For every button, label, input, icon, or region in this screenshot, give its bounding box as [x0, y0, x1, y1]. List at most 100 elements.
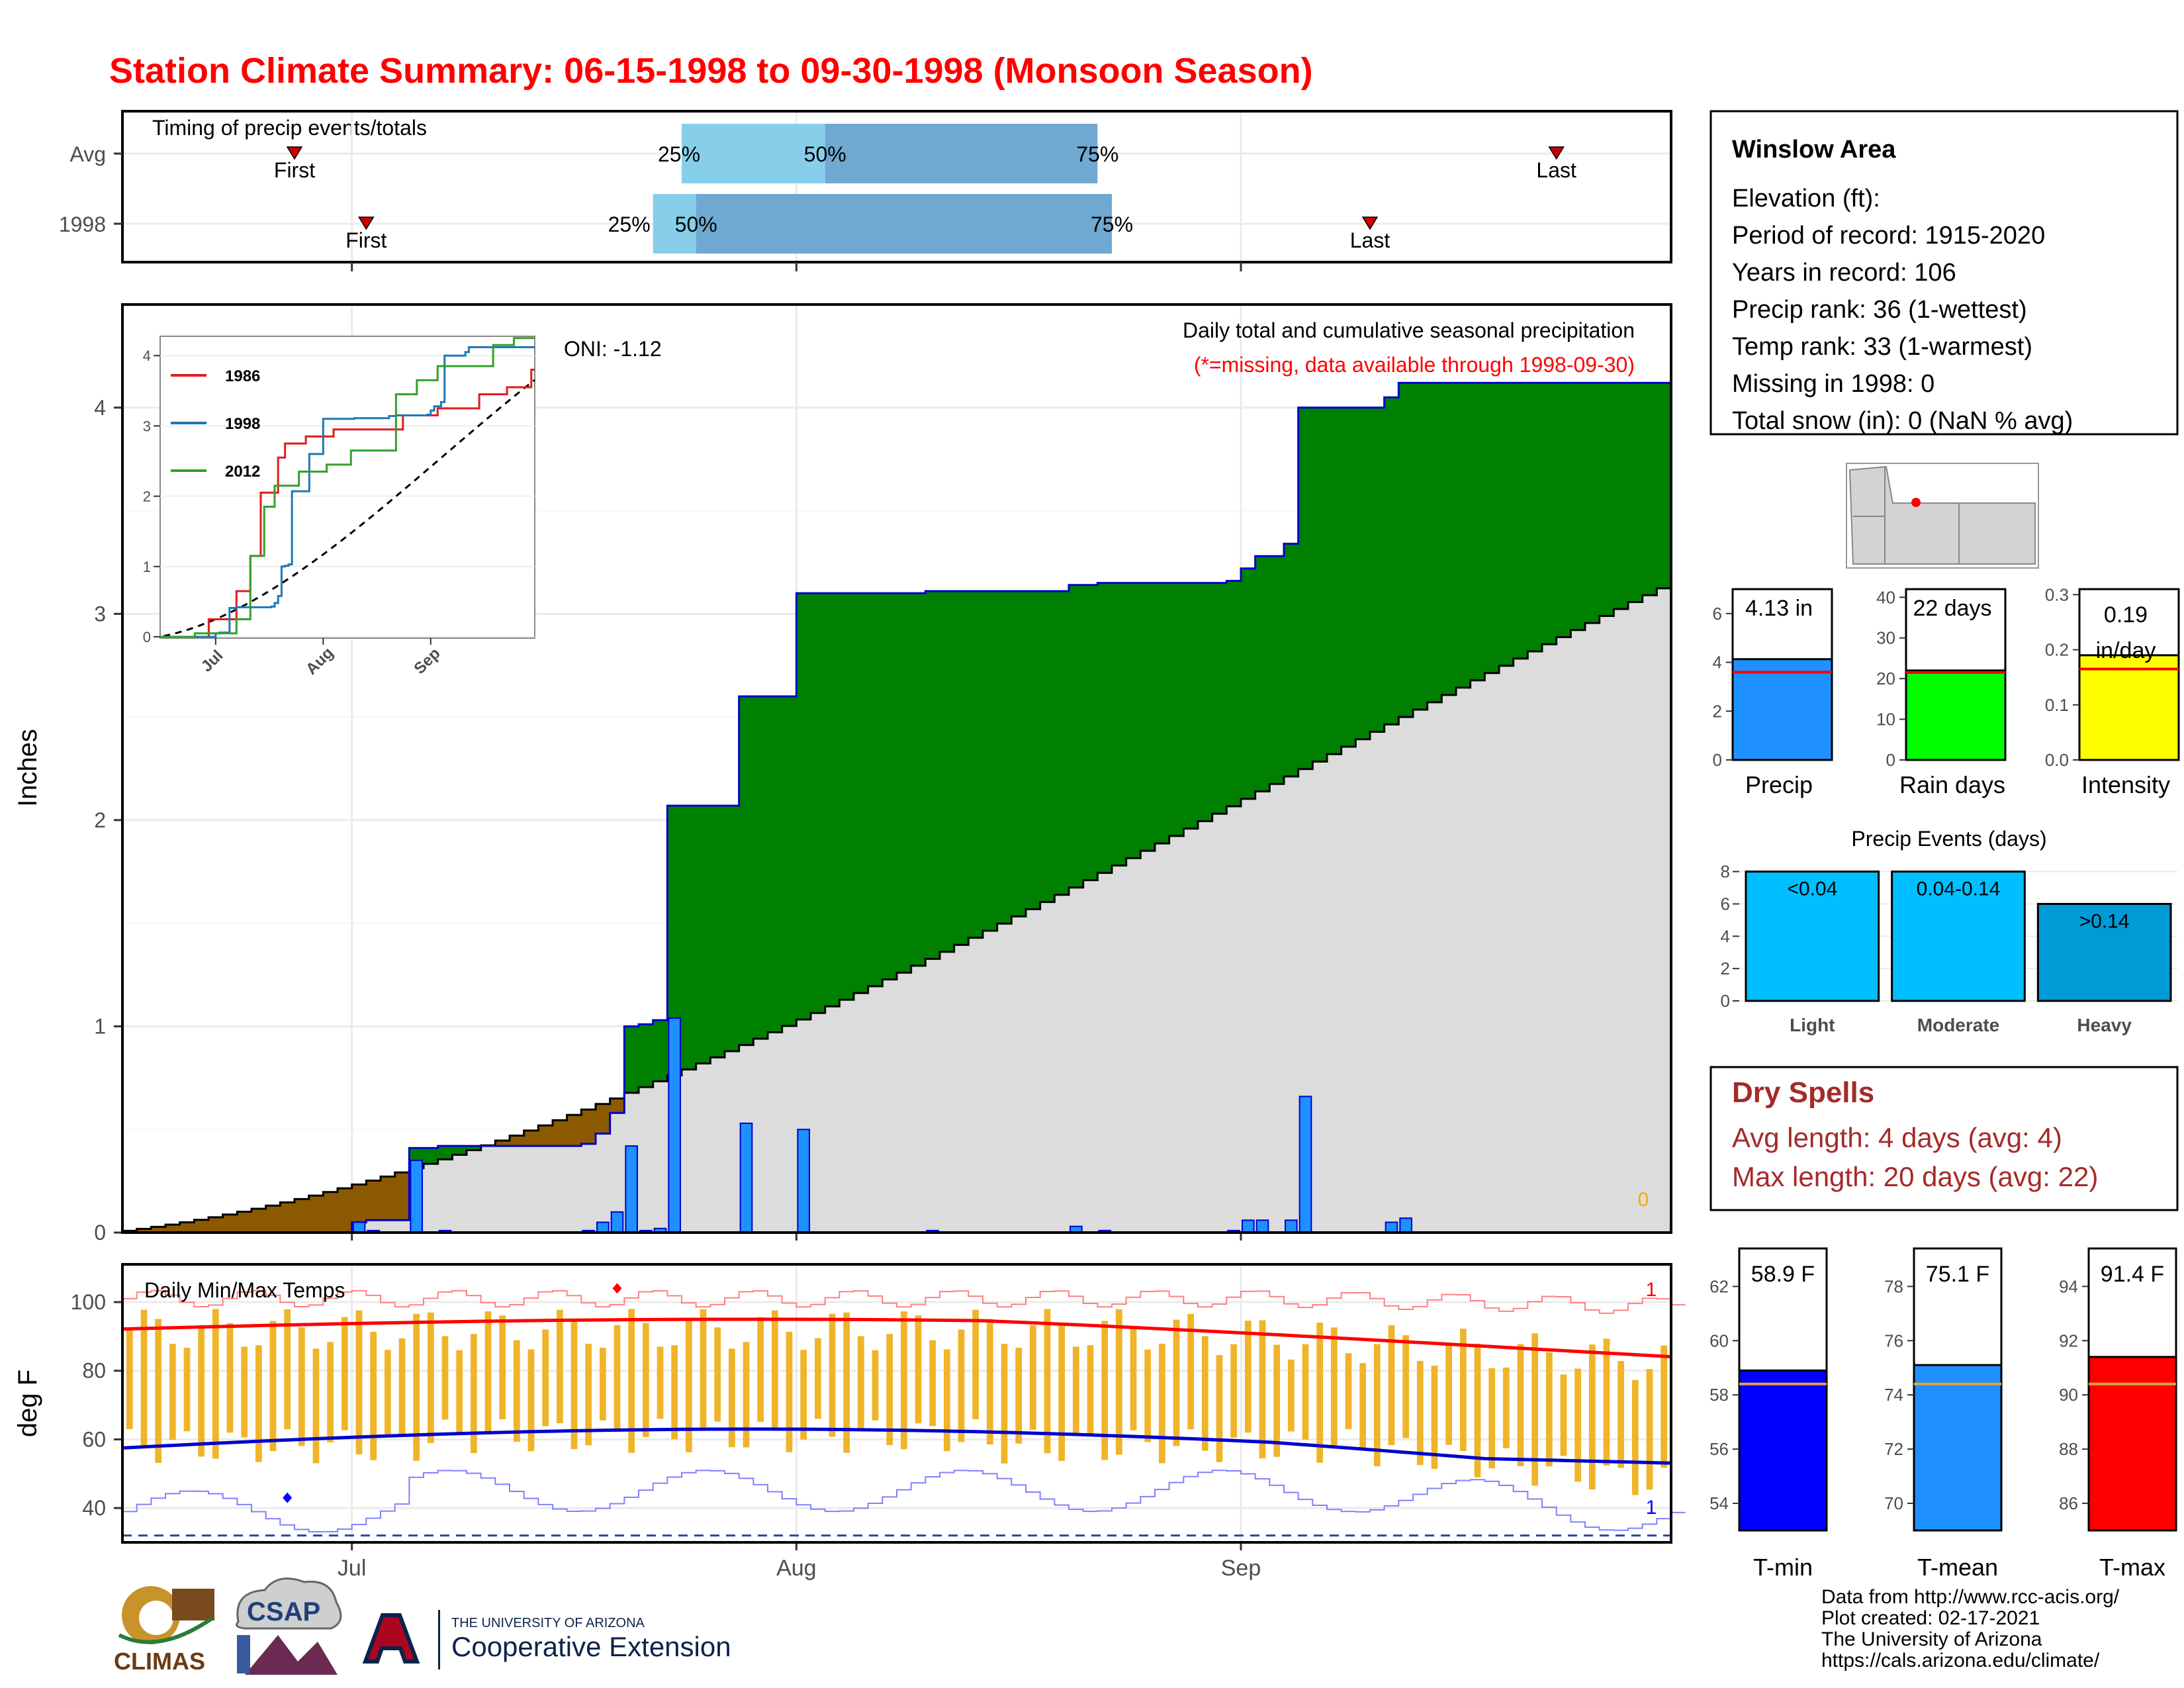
surplus-band: [639, 1024, 654, 1088]
surplus-band: [940, 591, 955, 952]
temp-ytick-label: 40: [82, 1496, 106, 1520]
stat-bar-raindays: [1905, 669, 2007, 761]
deficit-band: [523, 1130, 539, 1147]
stat-ytick-label: 20: [1876, 669, 1895, 688]
inset-ytick-label: 4: [143, 348, 151, 364]
surplus-band: [653, 1020, 668, 1082]
info-line: Years in record: 106: [1732, 259, 1956, 287]
precip-ylabel: Inches: [13, 729, 42, 807]
inset-ytick-label: 0: [143, 629, 151, 645]
temp-ytick-label: 80: [82, 1359, 106, 1383]
inset-series-1986: [160, 368, 535, 638]
deficit-band: [323, 1192, 338, 1233]
surplus-band: [1341, 407, 1356, 747]
surplus-band: [624, 1026, 639, 1093]
tempbar-ytick-label: 76: [1884, 1331, 1903, 1350]
deficit-band: [581, 1109, 596, 1145]
max-record-count: 1: [1646, 1279, 1657, 1301]
surplus-band: [925, 591, 940, 959]
surplus-band: [882, 593, 897, 980]
daily-precip-bar: [668, 1017, 681, 1233]
precip-plot: 0 1 2 3 4: [94, 305, 1672, 1244]
ua-logo-a: [362, 1613, 420, 1664]
last-event-label: Last: [1350, 228, 1390, 252]
daily-precip-bar: [1385, 1221, 1398, 1234]
surplus-band: [1441, 383, 1457, 695]
deficit-band: [179, 1222, 195, 1233]
climas-logo-text: CLIMAS: [114, 1648, 205, 1675]
deficit-band: [495, 1140, 510, 1147]
tempbar-label-tmean: T-mean: [1917, 1554, 1998, 1581]
surplus-band: [1226, 581, 1242, 807]
surplus-band: [1599, 383, 1614, 616]
events-ytick-label: 8: [1721, 862, 1730, 882]
climas-logo-swoosh: [118, 1617, 213, 1644]
daily-precip-bar: [352, 1221, 366, 1234]
events-bar-label: Moderate: [1917, 1015, 1999, 1035]
climas-logo: CLIMAS: [114, 1586, 214, 1675]
surplus-band: [768, 696, 783, 1033]
stat-ytick-label: 2: [1713, 701, 1722, 721]
events-bar: [1745, 870, 1880, 1002]
surplus-band: [1069, 585, 1084, 888]
csap-logo-cloud: [236, 1577, 342, 1630]
surplus-band: [1284, 543, 1299, 776]
credit-line: Data from http://www.rcc-acis.org/: [1821, 1586, 2120, 1608]
inset-legend-label: 1998: [225, 415, 260, 433]
events-bar-range: >0.14: [2079, 910, 2130, 932]
temp-xtick-label: Sep: [1221, 1556, 1261, 1581]
deficit-band: [194, 1219, 209, 1233]
surplus-band: [739, 696, 754, 1045]
tempbar-ytick-label: 94: [2059, 1276, 2078, 1296]
surplus-band: [854, 593, 869, 994]
last-event-label: Last: [1536, 158, 1576, 182]
tempbar-fill: [1738, 1369, 1828, 1532]
temp-xtick-label: Jul: [338, 1556, 366, 1581]
surplus-band: [968, 591, 983, 938]
deficit-band: [237, 1211, 252, 1233]
tempbar-fill: [1913, 1364, 2003, 1532]
csap-logo: CSAP: [236, 1577, 342, 1675]
events-title: Precip Events (days): [1851, 827, 2046, 851]
credits: Data from http://www.rcc-acis.org/ Plot …: [1821, 1586, 2120, 1671]
temp-panel-title: Daily Min/Max Temps: [144, 1278, 345, 1302]
surplus-band: [1413, 383, 1428, 710]
tempbar-ytick-label: 86: [2059, 1493, 2078, 1513]
location-map: [1846, 463, 2039, 569]
inset-legend-label: 2012: [225, 463, 260, 481]
daily-precip-bar: [610, 1211, 624, 1234]
tempbar-ytick-label: 54: [1709, 1493, 1729, 1513]
inset-ytick-label: 1: [143, 559, 151, 575]
dry-max-length: Max length: 20 days (avg: 22): [1732, 1161, 2098, 1192]
stat-ytick-label: 0.1: [2045, 695, 2069, 715]
events-ytick-label: 2: [1721, 959, 1730, 978]
record-min-line: [122, 1470, 1686, 1533]
surplus-band: [467, 1146, 482, 1150]
stat-bar-precip: [1731, 658, 1833, 761]
surplus-band: [437, 1146, 453, 1160]
surplus-band: [1198, 583, 1213, 821]
surplus-band: [911, 593, 926, 966]
deficit-band: [538, 1125, 553, 1147]
temp-ytick-label: 60: [82, 1427, 106, 1451]
stat-ytick-label: 10: [1876, 710, 1895, 729]
surplus-band: [997, 591, 1012, 924]
ua-logo-small: THE UNIVERSITY OF ARIZONA: [451, 1616, 645, 1630]
surplus-band: [1112, 583, 1127, 866]
stat-ytick-label: 0: [1713, 750, 1722, 770]
timing-p75-label: 75%: [1076, 142, 1118, 166]
stat-ytick-label: 6: [1713, 604, 1722, 624]
dry-spells-box: Dry Spells Avg length: 4 days (avg: 4) M…: [1709, 1066, 2179, 1211]
events-bar: [1891, 870, 2026, 1002]
first-event-marker: [357, 216, 375, 230]
daily-precip-bar: [797, 1129, 811, 1233]
avg-cumulative-line: [122, 587, 1671, 1232]
surplus-band: [1470, 383, 1485, 680]
stat-bar-intensity: [2078, 654, 2180, 761]
surplus-band: [868, 593, 883, 986]
precip-panel: 0 1 2 3 4 Inches Daily total and cumulative …: [13, 303, 1672, 1244]
timing-panel-title: Timing of precip events/totals: [152, 116, 427, 140]
surplus-band: [839, 593, 854, 1000]
daily-precip-bar: [1298, 1096, 1312, 1233]
timing-bar-25-50: [682, 124, 825, 183]
